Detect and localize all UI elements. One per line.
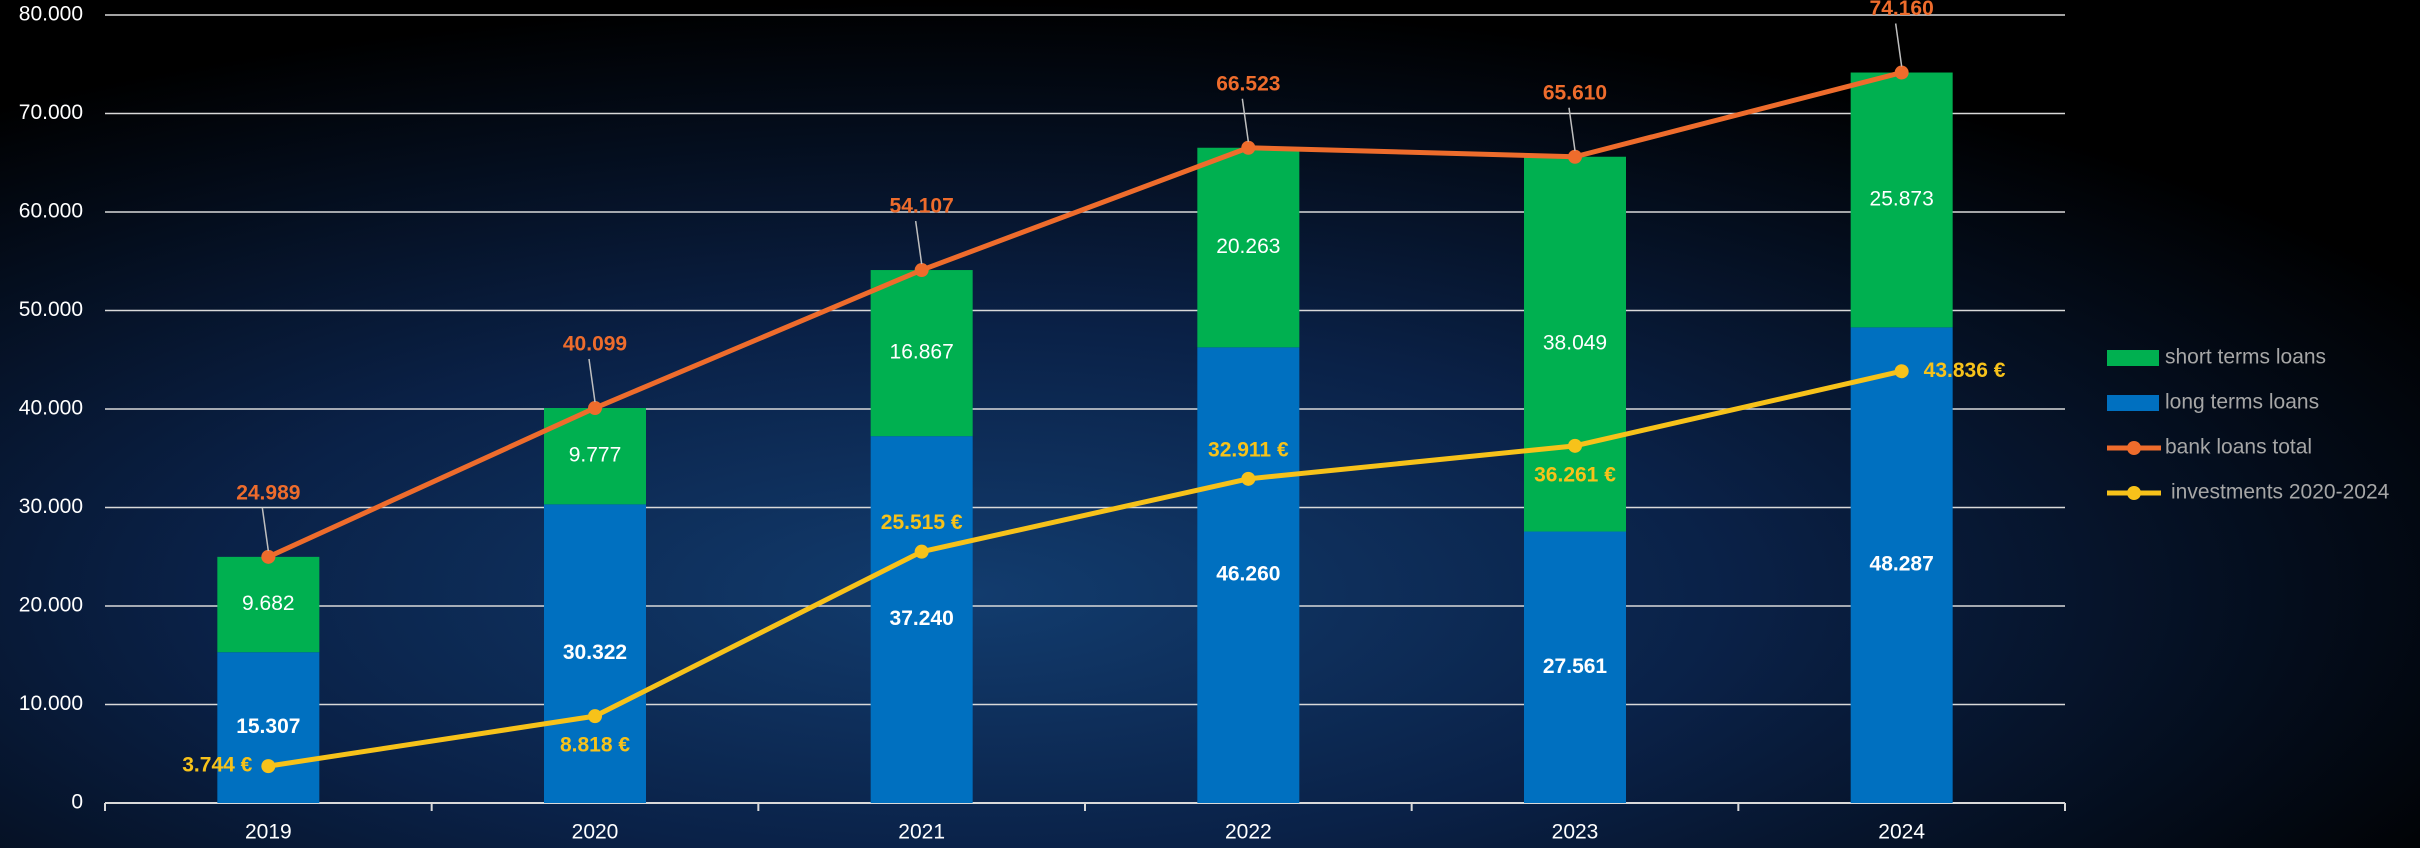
line-point	[1894, 364, 1909, 379]
bar-value-label: 9.682	[242, 592, 295, 615]
legend-swatch	[2107, 350, 2159, 366]
bar-segment	[1850, 72, 1953, 328]
y-tick-label: 40.000	[19, 397, 83, 420]
y-tick-label: 80.000	[19, 3, 83, 26]
x-tick-label: 2023	[1552, 821, 1599, 844]
line-point	[1894, 65, 1909, 80]
leader-line	[1241, 98, 1250, 142]
line-point	[261, 759, 276, 774]
bar-segment	[1850, 327, 1953, 803]
line-value-label: 43.836 €	[1924, 359, 2006, 382]
leader-line	[261, 507, 270, 551]
bar-segment	[870, 270, 973, 437]
line-value-label: 8.818 €	[560, 734, 630, 757]
bar-value-label: 25.873	[1870, 187, 1934, 210]
x-tick-label: 2020	[572, 821, 619, 844]
bar-segment	[217, 652, 320, 803]
bar-value-label: 48.287	[1870, 553, 1934, 576]
legend-swatch	[2107, 395, 2159, 411]
bar-value-label: 37.240	[890, 607, 954, 630]
line-point	[1241, 140, 1256, 155]
line-value-label: 32.911 €	[1208, 438, 1289, 461]
bar-value-label: 38.049	[1543, 332, 1607, 355]
bar-segment	[1197, 347, 1300, 803]
legend-label: bank loans total	[2165, 436, 2312, 459]
line-value-label: 25.515 €	[881, 511, 963, 534]
bar-segment	[870, 436, 973, 803]
bar-segment	[1524, 156, 1626, 532]
legend-label: long terms loans	[2165, 391, 2319, 414]
line-point	[914, 263, 929, 278]
bar-value-label: 27.561	[1543, 655, 1608, 678]
leader-line	[1894, 23, 1903, 67]
line-point	[261, 549, 276, 564]
bar-segment	[1197, 147, 1300, 348]
line-point	[1568, 438, 1582, 453]
line-point	[588, 401, 602, 416]
line-value-label: 74.160	[1870, 0, 1934, 20]
bar-value-label: 16.867	[890, 341, 954, 364]
bar-value-label: 46.260	[1216, 563, 1280, 586]
line-point	[588, 709, 602, 724]
bar-segment	[1524, 531, 1626, 803]
legend-label: investments 2020-2024	[2171, 481, 2390, 504]
bar-value-label: 20.263	[1216, 235, 1280, 258]
y-tick-label: 70.000	[19, 101, 83, 124]
line-value-label: 54.107	[890, 195, 954, 218]
y-tick-label: 50.000	[19, 298, 83, 321]
leader-line	[914, 220, 923, 265]
x-tick-label: 2024	[1878, 821, 1925, 844]
y-tick-label: 0	[71, 791, 83, 814]
line-point	[1568, 149, 1582, 164]
legend-marker	[2127, 486, 2141, 500]
y-tick-label: 20.000	[19, 594, 83, 617]
x-tick-label: 2019	[245, 821, 292, 844]
y-tick-label: 60.000	[19, 200, 83, 223]
line-point	[1241, 471, 1256, 486]
bar-value-label: 15.307	[236, 715, 300, 738]
leader-line	[1568, 107, 1576, 151]
bar-segment	[217, 556, 320, 653]
line	[267, 70, 1903, 560]
line-value-label: 3.744 €	[182, 754, 252, 777]
bar-value-label: 30.322	[563, 641, 627, 664]
line-value-label: 24.989	[236, 481, 300, 504]
y-tick-label: 10.000	[19, 692, 83, 715]
line-point	[914, 544, 929, 559]
bar-segment	[544, 504, 646, 803]
line-value-label: 65.610	[1543, 81, 1607, 104]
legend-label: short terms loans	[2165, 346, 2326, 369]
line	[267, 368, 1903, 769]
x-tick-label: 2022	[1225, 821, 1272, 844]
line-value-label: 66.523	[1216, 72, 1280, 95]
leader-line	[588, 358, 596, 403]
line-value-label: 36.261 €	[1534, 463, 1616, 486]
line-value-label: 40.099	[563, 333, 627, 356]
bar-value-label: 9.777	[569, 444, 622, 467]
x-tick-label: 2021	[898, 821, 945, 844]
y-tick-label: 30.000	[19, 495, 83, 518]
legend-marker	[2127, 441, 2141, 455]
